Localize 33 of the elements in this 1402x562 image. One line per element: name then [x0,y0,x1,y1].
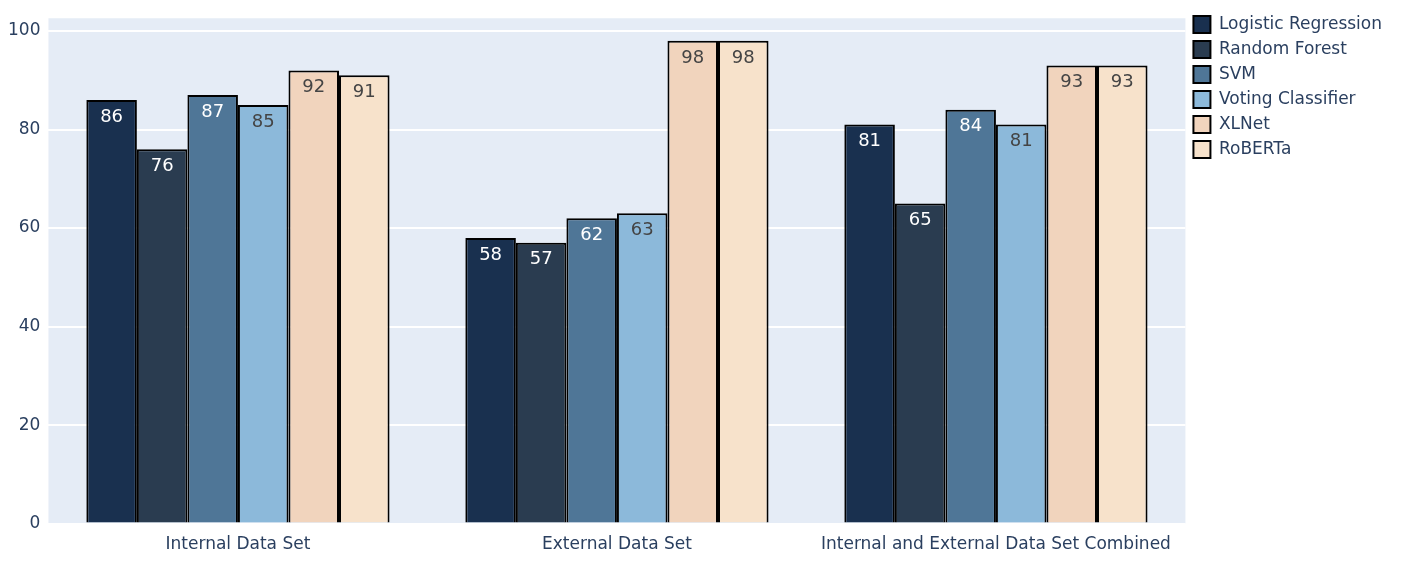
y-tick-label: 20 [18,413,41,434]
data-label: 58 [479,242,503,264]
legend-label: SVM [1218,62,1257,83]
data-label: 91 [352,80,376,102]
data-label: 92 [302,75,326,97]
data-label: 86 [100,104,124,126]
y-tick-label: 60 [18,216,41,237]
data-label: 62 [580,222,604,244]
data-label: 93 [1060,70,1084,92]
data-label: 87 [201,99,225,121]
y-tick-label: 40 [18,314,41,335]
y-tick-label: 80 [18,117,41,138]
data-label: 85 [251,109,275,131]
y-tick-label: 0 [29,512,41,533]
legend-label: Logistic Regression [1218,12,1383,33]
data-label: 98 [731,45,755,67]
legend-label: Random Forest [1218,37,1348,58]
x-tick-label: External Data Set [542,533,693,554]
legend-label: RoBERTa [1218,137,1292,158]
legend-label: Voting Classifier [1218,87,1356,108]
data-label: 98 [681,45,705,67]
x-tick-label: Internal and External Data Set Combined [820,533,1171,554]
legend-label: XLNet [1218,112,1271,133]
x-tick-label: Internal Data Set [165,533,311,554]
data-label: 76 [150,153,174,175]
data-label: 93 [1110,70,1134,92]
data-label: 57 [529,247,553,269]
data-label: 81 [1009,129,1033,151]
data-label: 84 [959,114,983,136]
data-label: 65 [908,208,932,230]
y-tick-label: 100 [7,19,41,40]
data-label: 63 [630,217,654,239]
data-label: 81 [858,129,882,151]
